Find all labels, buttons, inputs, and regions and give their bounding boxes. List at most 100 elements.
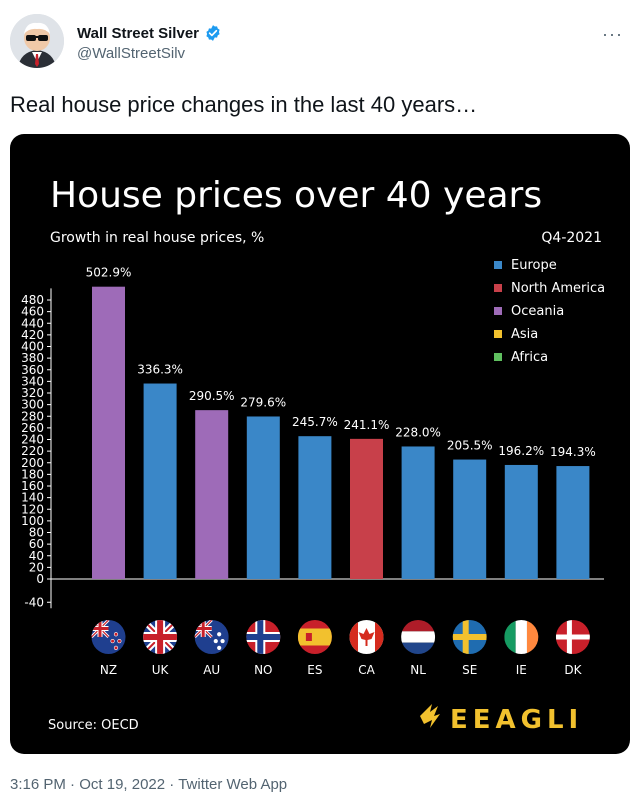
bar-nz [92, 286, 125, 579]
flag-es-icon [297, 620, 332, 654]
category-label: IE [516, 663, 527, 677]
bar-ie [504, 464, 538, 579]
bar-value-label: 194.3% [550, 445, 596, 459]
y-tick-label: 440 [21, 316, 44, 330]
bar-value-label: 228.0% [395, 425, 441, 439]
y-tick-label: 260 [21, 421, 44, 435]
bar-ca [350, 438, 383, 579]
y-tick-label: 380 [21, 351, 44, 365]
category-label: CA [358, 663, 375, 677]
bar-value-label: 205.5% [447, 439, 493, 453]
chart-period: Q4-2021 [541, 230, 602, 246]
legend-label: Oceania [511, 304, 564, 319]
y-tick-label: 460 [21, 305, 44, 319]
legend-swatch [494, 261, 502, 269]
tweet-media-chart[interactable]: House prices over 40 years Growth in rea… [10, 134, 630, 754]
bar-value-label: 336.3% [137, 363, 183, 377]
bar-value-label: 241.1% [344, 418, 390, 432]
y-tick-label: 300 [21, 398, 44, 412]
author-handle[interactable]: @WallStreetSilv [77, 45, 186, 62]
category-label: NO [254, 663, 272, 677]
legend-label: Africa [511, 350, 548, 365]
flag-nl-icon [401, 620, 436, 654]
flag-dk-icon [555, 620, 590, 654]
y-tick-label: 100 [21, 514, 44, 528]
flag-uk-icon [143, 620, 178, 654]
bar-dk [556, 466, 590, 579]
category-label: AU [203, 663, 220, 677]
y-tick-label: 420 [21, 328, 44, 342]
tweet-time[interactable]: 3:16 PM [10, 776, 66, 793]
legend: Europe North America Oceania Asia Africa [494, 258, 605, 365]
bar-au [195, 410, 229, 579]
bar-uk [143, 383, 177, 579]
legend-swatch [494, 330, 502, 338]
y-tick-label: 220 [21, 444, 44, 458]
tweet-date[interactable]: Oct 19, 2022 [79, 776, 166, 793]
bars: 502.9% 336.3% 290.5% 279.6% 245.7% 241.1% 228.… [86, 266, 596, 579]
chart-subtitle: Growth in real house prices, % [50, 230, 264, 246]
chart-source: Source: OECD [48, 718, 139, 733]
y-tick-label: 20 [29, 560, 44, 574]
flag-ie-icon [504, 620, 539, 654]
y-tick-label: 160 [21, 479, 44, 493]
y-tick-label: 0 [36, 572, 44, 586]
y-tick-label: 480 [21, 293, 44, 307]
flags: NZ UK AU NO ES CA NL SE IE DK [91, 620, 590, 677]
legend-label: Europe [511, 258, 557, 273]
flag-se-icon [452, 620, 487, 654]
category-label: SE [462, 663, 477, 677]
y-tick-label: -40 [24, 595, 44, 609]
chart-title: House prices over 40 years [50, 175, 542, 216]
category-label: DK [564, 663, 582, 677]
legend-label: Asia [511, 327, 538, 342]
bar-value-label: 502.9% [86, 266, 132, 280]
legend-swatch [494, 284, 502, 292]
bar-nl [401, 446, 435, 579]
verified-badge-icon [206, 25, 220, 41]
y-tick-label: 180 [21, 467, 44, 481]
chart: House prices over 40 years Growth in rea… [21, 175, 605, 735]
y-tick-label: 80 [29, 526, 44, 540]
tweet-source[interactable]: Twitter Web App [178, 776, 288, 793]
y-tick-label: 360 [21, 363, 44, 377]
separator: · [65, 776, 80, 793]
category-label: ES [307, 663, 322, 677]
more-horizontal-icon[interactable]: ··· [602, 24, 623, 44]
bar-es [298, 436, 332, 579]
bar-value-label: 245.7% [292, 415, 338, 429]
y-tick-label: 320 [21, 386, 44, 400]
tweet-footer: 3:16 PM · Oct 19, 2022 · Twitter Web App [10, 776, 287, 793]
legend-label: North America [511, 281, 605, 296]
flag-nz-icon [91, 620, 126, 654]
y-tick-label: 340 [21, 374, 44, 388]
category-label: UK [152, 663, 170, 677]
y-tick-label: 40 [29, 549, 44, 563]
category-label: NZ [100, 663, 117, 677]
logo-text: EEAGLI [450, 705, 583, 735]
y-tick-label: 240 [21, 433, 44, 447]
bar-value-label: 196.2% [498, 444, 544, 458]
flag-au-icon [194, 620, 229, 654]
tweet-text: Real house price changes in the last 40 … [10, 92, 478, 117]
author-name[interactable]: Wall Street Silver [77, 24, 199, 42]
bar-se [453, 459, 487, 579]
tweet-header: Wall Street Silver @WallStreetSilv ··· [10, 14, 627, 74]
y-tick-label: 200 [21, 456, 44, 470]
y-axis: -400204060801001201401601802002202402602… [21, 288, 604, 609]
y-tick-label: 120 [21, 502, 44, 516]
y-tick-label: 400 [21, 340, 44, 354]
bar-value-label: 290.5% [189, 389, 235, 403]
legend-swatch [494, 353, 502, 361]
y-tick-label: 60 [29, 537, 44, 551]
avatar[interactable] [10, 14, 64, 68]
flag-no-icon [246, 620, 281, 654]
y-tick-label: 140 [21, 491, 44, 505]
y-tick-label: 280 [21, 409, 44, 423]
category-label: NL [410, 663, 426, 677]
separator: · [165, 776, 179, 793]
eagle-logo-icon [420, 704, 440, 728]
flag-ca-icon [349, 620, 384, 654]
legend-swatch [494, 307, 502, 315]
bar-no [246, 416, 280, 579]
